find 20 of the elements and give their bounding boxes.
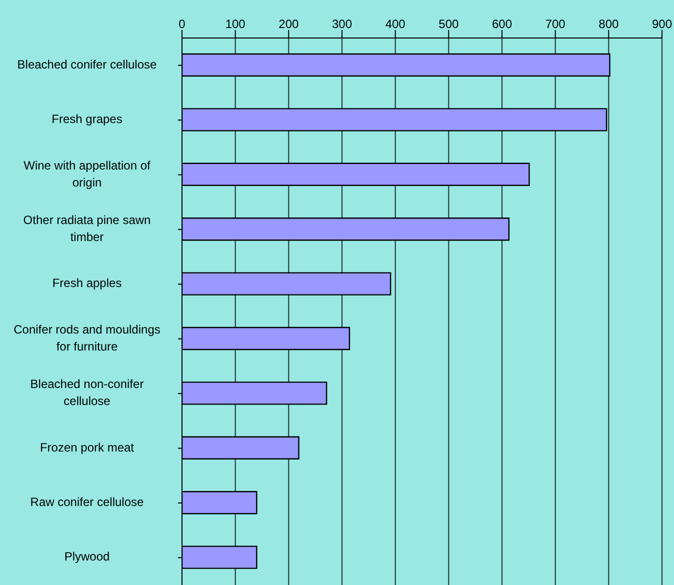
y-tick-label: Other radiata pine sawn timber — [23, 213, 151, 244]
y-tick-label: Bleached non-conifer cellulose — [30, 377, 144, 408]
y-tick-label: Wine with appellation of origin — [24, 158, 152, 190]
y-tick-label: Fresh grapes — [52, 112, 122, 126]
x-tick-label: 300 — [332, 17, 352, 31]
y-tick-label: Conifer rods and mouldings for furniture — [14, 322, 160, 354]
x-tick-label: 200 — [278, 17, 299, 31]
x-tick-label: 800 — [598, 17, 619, 31]
x-tick-label: 500 — [438, 17, 459, 31]
x-tick-label: 700 — [545, 17, 566, 31]
y-tick-label: Fresh apples — [52, 276, 122, 290]
x-tick-label: 900 — [652, 17, 672, 31]
y-tick-label: Frozen pork meat — [40, 440, 135, 454]
x-tick-label: 0 — [178, 17, 186, 31]
x-tick-label: 600 — [492, 17, 512, 31]
y-tick-label: Plywood — [64, 550, 110, 564]
x-tick-label: 100 — [225, 17, 246, 31]
y-tick-label: Bleached conifer cellulose — [17, 58, 158, 72]
x-tick-label: 400 — [385, 17, 406, 31]
y-tick-label: Raw conifer cellulose — [30, 495, 144, 510]
